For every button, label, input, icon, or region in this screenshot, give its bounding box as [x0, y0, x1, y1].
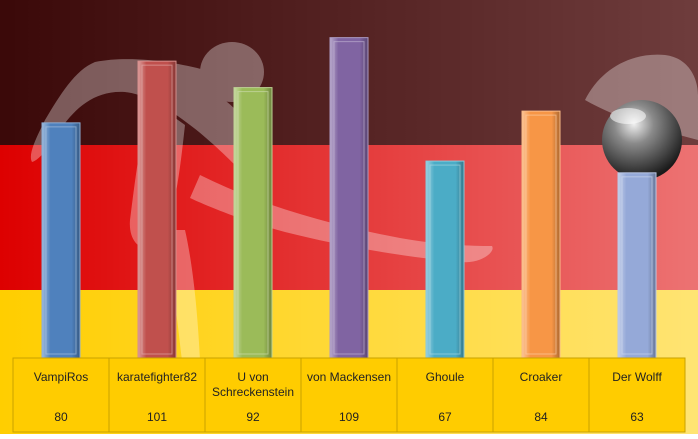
value-label: 84: [534, 410, 548, 424]
value-label: 63: [630, 410, 644, 424]
bar: [41, 122, 81, 359]
category-label: Croaker: [520, 370, 563, 384]
bar: [329, 37, 369, 359]
soccer-ball: [602, 100, 682, 180]
category-label: Ghoule: [426, 370, 465, 384]
value-label: 92: [246, 410, 260, 424]
bar-bevel: [141, 64, 173, 355]
bar: [521, 110, 561, 359]
value-label: 67: [438, 410, 452, 424]
bar-bevel: [333, 41, 365, 355]
bar-bevel: [621, 176, 653, 355]
bar: [137, 60, 177, 359]
bar-bevel: [429, 164, 461, 355]
category-label: Der Wolff: [612, 370, 662, 384]
bar: [425, 160, 465, 359]
bar: [617, 172, 657, 359]
bar: [233, 87, 273, 359]
category-label: U von Schreckenstein: [212, 370, 294, 399]
table-background: [12, 357, 686, 433]
bar-bevel: [237, 91, 269, 355]
bar-bevel: [45, 126, 77, 355]
data-table: VampiRos 80 karatefighter82 101 U von Schreck…: [12, 357, 686, 433]
value-label: 101: [147, 410, 167, 424]
bars: [41, 37, 657, 359]
bar-bevel: [525, 114, 557, 355]
value-label: 80: [54, 410, 68, 424]
category-label: von Mackensen: [307, 370, 391, 384]
category-label: VampiRos: [34, 370, 88, 384]
value-label: 109: [339, 410, 359, 424]
category-label: karatefighter82: [117, 370, 197, 384]
